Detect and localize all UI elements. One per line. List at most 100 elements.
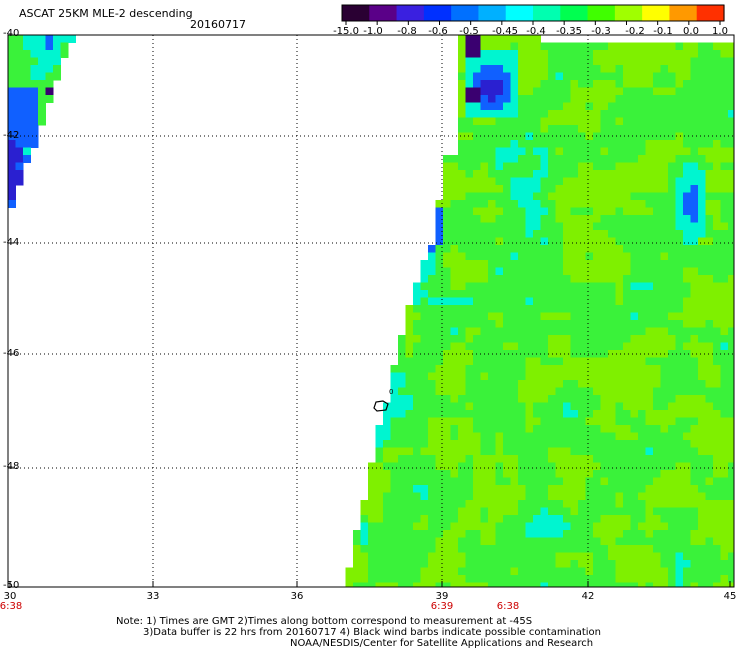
swath-cell — [473, 35, 481, 43]
swath-cell — [736, 140, 740, 148]
swath-cell — [533, 290, 541, 298]
swath-cell — [578, 215, 586, 223]
swath-cell — [630, 425, 639, 433]
swath-cell — [480, 522, 489, 531]
swath-cell — [495, 357, 504, 366]
swath-cell — [638, 147, 646, 156]
swath-cell — [533, 260, 541, 268]
swath-cell — [533, 230, 541, 238]
swath-cell — [615, 222, 624, 231]
swath-cell — [413, 492, 421, 501]
swath-cell — [690, 192, 699, 201]
swath-cell — [683, 42, 691, 51]
swath-cell — [675, 312, 684, 321]
swath-cell — [638, 200, 646, 208]
swath-cell — [736, 215, 740, 223]
swath-cell — [533, 575, 541, 583]
swath-cell — [15, 177, 24, 186]
swath-cell — [458, 522, 466, 531]
swath-cell — [600, 522, 609, 531]
swath-cell — [736, 208, 740, 216]
swath-cell — [653, 320, 661, 328]
swath-cell — [623, 297, 631, 306]
swath-cell — [518, 447, 526, 456]
swath-cell — [503, 147, 511, 156]
swath-cell — [578, 560, 586, 568]
swath-cell — [398, 425, 406, 433]
swath-cell — [465, 455, 474, 463]
swath-cell — [480, 500, 489, 508]
swath-cell — [660, 102, 669, 111]
swath-cell — [555, 282, 564, 291]
swath-cell — [525, 162, 534, 171]
swath-cell — [585, 402, 594, 411]
swath-cell — [690, 80, 699, 88]
swath-cell — [413, 357, 421, 366]
swath-cell — [465, 162, 474, 171]
swath-cell — [443, 410, 451, 418]
swath-cell — [443, 320, 451, 328]
swath-cell — [435, 522, 444, 531]
swath-cell — [563, 215, 571, 223]
swath-cell — [698, 447, 706, 456]
swath-cell — [480, 470, 489, 478]
swath-cell — [533, 522, 541, 531]
swath-cell — [645, 162, 654, 171]
swath-cell — [608, 462, 616, 471]
swath-cell — [375, 440, 384, 448]
swath-cell — [608, 357, 616, 366]
colorbar — [341, 4, 725, 25]
swath-cell — [465, 237, 474, 246]
swath-cell — [548, 492, 556, 501]
swath-cell — [570, 485, 579, 493]
swath-cell — [525, 582, 534, 587]
swath-cell — [653, 110, 661, 118]
swath-cell — [435, 575, 444, 583]
swath-cell — [585, 410, 594, 418]
swath-cell — [698, 297, 706, 306]
swath-cell — [728, 485, 734, 493]
swath-cell — [600, 260, 609, 268]
swath-cell — [630, 170, 639, 178]
swath-cell — [698, 170, 706, 178]
map-title: ASCAT 25KM MLE-2 descending — [19, 7, 193, 20]
swath-cell — [623, 110, 631, 118]
swath-cell — [720, 185, 729, 193]
swath-cell — [675, 267, 684, 276]
swath-cell — [465, 80, 474, 88]
swath-cell — [570, 462, 579, 471]
swath-cell — [458, 185, 466, 193]
swath-cell — [428, 522, 436, 531]
swath-cell — [630, 455, 639, 463]
swath-cell — [563, 560, 571, 568]
swath-cell — [443, 575, 451, 583]
swath-cell — [53, 42, 61, 51]
swath-cell — [600, 185, 609, 193]
swath-cell — [443, 395, 451, 403]
swath-cell — [390, 545, 399, 553]
swath-cell — [375, 492, 384, 501]
swath-cell — [645, 282, 654, 291]
swath-cell — [698, 462, 706, 471]
swath-cell — [585, 80, 594, 88]
swath-cell — [638, 470, 646, 478]
swath-cell — [675, 177, 684, 186]
swath-cell — [585, 57, 594, 66]
swath-cell — [563, 237, 571, 246]
swath-cell — [653, 245, 661, 253]
swath-cell — [668, 395, 676, 403]
swath-cell — [585, 147, 594, 156]
swath-cell — [435, 485, 444, 493]
swath-cell — [398, 455, 406, 463]
swath-cell — [458, 140, 466, 148]
swath-cell — [563, 110, 571, 118]
swath-cell — [45, 57, 54, 66]
swath-cell — [421, 590, 429, 598]
swath-cell — [420, 267, 429, 276]
swath-cell — [608, 492, 616, 501]
swath-cell — [600, 207, 609, 216]
swath-cell — [683, 125, 691, 133]
swath-cell — [495, 462, 504, 471]
swath-cell — [608, 530, 616, 538]
swath-cell — [705, 545, 714, 553]
